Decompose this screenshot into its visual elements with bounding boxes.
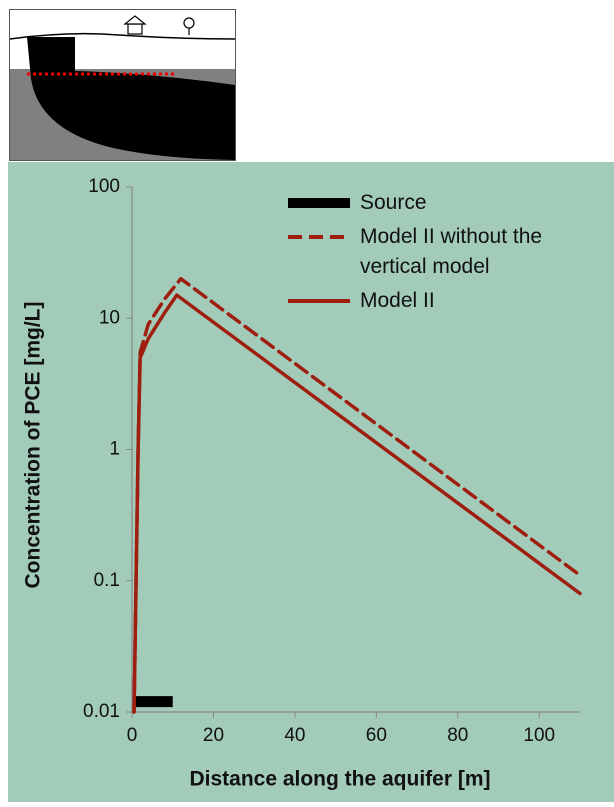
- ground-line: [9, 32, 236, 40]
- legend-key: [288, 299, 350, 303]
- legend-label: Model II without the vertical model: [360, 225, 543, 278]
- legend-entry: Source: [286, 190, 606, 218]
- schematic: [9, 9, 236, 161]
- tree: [183, 17, 195, 35]
- legend-label: Model II: [360, 289, 435, 312]
- legend-key: [288, 198, 350, 208]
- y-tick-label: 100: [88, 176, 120, 197]
- chart: Concentration of PCE [mg/L] Distance alo…: [22, 176, 582, 791]
- x-tick-label: 100: [523, 725, 555, 746]
- x-tick-label: 0: [127, 725, 138, 746]
- y-tick-label: 1: [109, 439, 120, 460]
- y-tick-label: 10: [99, 307, 120, 328]
- legend-key: [288, 235, 350, 239]
- x-tick-label: 20: [203, 725, 224, 746]
- x-tick-label: 40: [284, 725, 305, 746]
- legend-entry: Model II: [286, 288, 606, 316]
- legend: Source Model II without the vertical mode…: [286, 190, 606, 322]
- series-line: [132, 293, 582, 714]
- x-tick-label: 80: [447, 725, 468, 746]
- legend-label: Source: [360, 191, 427, 214]
- x-axis-label: Distance along the aquifer [m]: [189, 768, 490, 791]
- chart-panel: Concentration of PCE [mg/L] Distance alo…: [8, 162, 614, 802]
- house: [123, 15, 147, 35]
- y-tick-label: 0.01: [83, 701, 120, 722]
- legend-entry: Model II without the vertical model: [286, 224, 606, 282]
- x-tick-label: 60: [366, 725, 387, 746]
- plume: [27, 37, 235, 160]
- series-line: [132, 276, 582, 714]
- y-axis-label: Concentration of PCE [mg/L]: [22, 302, 45, 589]
- y-tick-label: 0.1: [94, 570, 120, 591]
